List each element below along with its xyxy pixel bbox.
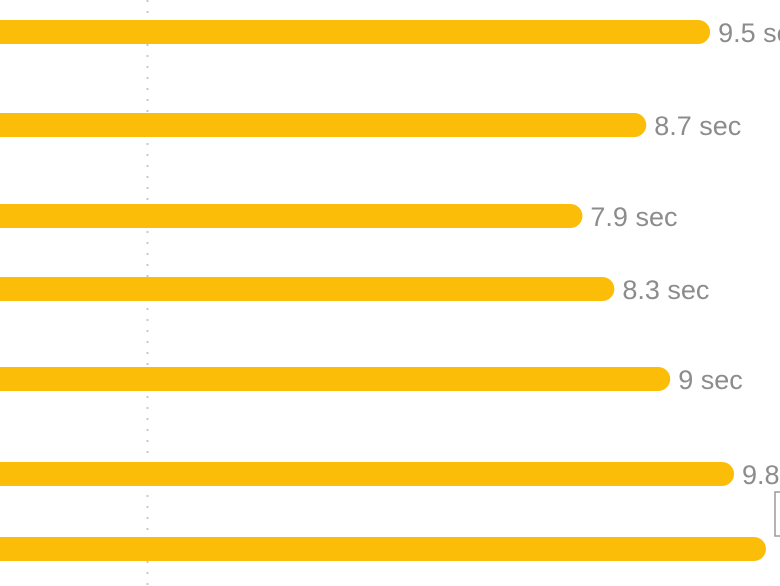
- value-label-2: 8.7 sec: [654, 111, 741, 141]
- label-layer: 9.5 sec 8.7 sec 7.9 sec 8.3 sec 9 sec 9.8 sec: [590, 18, 780, 490]
- value-label-4: 8.3 sec: [622, 275, 709, 305]
- bar-layer: [0, 20, 766, 561]
- value-label-1: 9.5 sec: [718, 18, 780, 48]
- selection-handle[interactable]: [774, 491, 780, 537]
- value-label-5: 9 sec: [678, 365, 743, 395]
- value-label-3: 7.9 sec: [590, 202, 677, 232]
- value-label-6: 9.8 sec: [742, 460, 780, 490]
